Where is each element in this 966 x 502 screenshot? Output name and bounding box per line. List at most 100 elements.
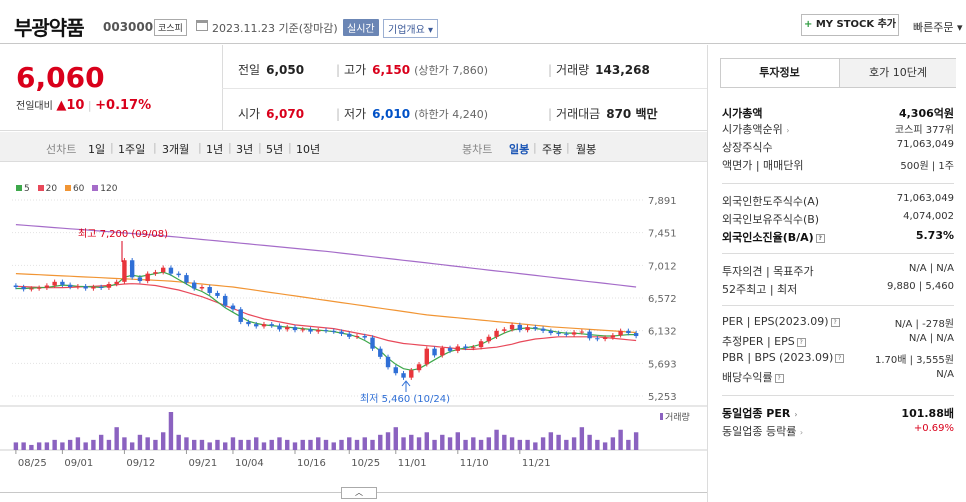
period-daily[interactable]: 일봉 xyxy=(509,143,530,156)
candle-body xyxy=(509,324,515,330)
price-change: 전일대비 ▲10 | +0.17% xyxy=(16,97,151,113)
help-icon[interactable]: ? xyxy=(835,353,845,363)
x-tick-label: 11/21 xyxy=(522,458,551,469)
volume-bar xyxy=(44,442,50,450)
volume-bar xyxy=(424,432,429,450)
legend-ma120: 120 xyxy=(92,184,117,194)
x-tick-label: 11/10 xyxy=(460,458,489,469)
volume-bar xyxy=(502,434,507,450)
volume-bar xyxy=(323,439,329,450)
volume-bar xyxy=(60,442,65,450)
volume-bar xyxy=(285,439,290,450)
candle-body xyxy=(595,338,600,340)
candle-body xyxy=(168,267,174,274)
volume-bar xyxy=(595,439,600,450)
candle-chart-tab[interactable]: 봉차트 xyxy=(462,143,493,156)
cap-rank-row[interactable]: 시가총액순위 › 코스피 377위 xyxy=(722,123,954,136)
quote-panel: 6,060 전일대비 ▲10 | +0.17% 전일 6,050 | 고가 6,150… xyxy=(0,45,707,131)
chevron-right-icon: › xyxy=(794,410,798,419)
period-5y[interactable]: 5년 xyxy=(266,143,284,156)
candle-body xyxy=(409,370,414,378)
divider xyxy=(722,305,954,306)
help-icon[interactable]: ? xyxy=(815,233,825,243)
realtime-button[interactable]: 실시간 xyxy=(343,19,379,36)
period-3m[interactable]: 3개월 xyxy=(162,143,190,156)
candle-body xyxy=(199,287,205,289)
candle-body xyxy=(517,324,523,331)
volume-bar xyxy=(29,444,34,450)
period-1y[interactable]: 1년 xyxy=(206,143,224,156)
volume-bar xyxy=(277,437,282,450)
chevron-right-icon: › xyxy=(786,126,790,135)
ma60-line xyxy=(15,273,637,334)
sector-rate-row[interactable]: 동일업종 등락률 › +0.69% xyxy=(722,423,954,438)
info-tabs: 투자정보 호가 10단계 xyxy=(720,58,956,88)
candle-body xyxy=(626,330,631,334)
volume-bar xyxy=(98,434,104,450)
volume-bar xyxy=(292,442,298,450)
add-mystock-button[interactable]: + MY STOCK 추가 xyxy=(801,14,899,36)
tab-investment-info[interactable]: 투자정보 xyxy=(721,59,838,87)
par-row: 액면가 | 매매단위 500원 | 1주 xyxy=(722,159,954,172)
volume-bar xyxy=(75,437,81,450)
volume-bar xyxy=(540,437,546,450)
candle-body xyxy=(122,260,127,282)
ma-legend: 5 20 60 120 xyxy=(16,184,122,194)
x-tick-label: 10/04 xyxy=(235,458,264,469)
volume-bar xyxy=(409,434,414,450)
investment-info-panel: 투자정보 호가 10단계 시가총액 4,306억원 시가총액순위 › 코스피 377… xyxy=(707,45,966,502)
line-chart-tab[interactable]: 선차트 xyxy=(46,143,77,156)
candle-body xyxy=(440,347,445,356)
y-tick-label: 5,253 xyxy=(648,392,677,403)
high-annotation: 최고 7,200 (09/08) xyxy=(78,228,168,240)
divider xyxy=(722,395,954,396)
volume-bar xyxy=(385,432,391,450)
stock-chart[interactable]: 7,891 7,451 7,012 6,572 6,132 5,693 5,253 거래량 08… xyxy=(0,170,707,470)
candle-body xyxy=(331,330,336,332)
volume: | 거래량 143,268 xyxy=(548,63,650,77)
legend-swatch xyxy=(92,185,99,191)
candle-body xyxy=(98,287,104,289)
candle-body xyxy=(223,295,228,306)
period-3y[interactable]: 3년 xyxy=(236,143,254,156)
y-tick-label: 6,132 xyxy=(648,327,677,338)
period-monthly[interactable]: 월봉 xyxy=(576,143,597,156)
period-10y[interactable]: 10년 xyxy=(296,143,321,156)
pbr-row: PBR | BPS (2023.09)? 1.70배 | 3,555원 xyxy=(722,351,954,366)
volume-label: 거래량 xyxy=(665,411,690,423)
foreign-limit-row: 외국인한도주식수(A) 71,063,049 xyxy=(722,193,954,208)
volume-bar xyxy=(587,434,592,450)
volume-bar xyxy=(447,437,453,450)
x-tick-label: 09/01 xyxy=(64,458,93,469)
period-1w[interactable]: 1주일 xyxy=(118,143,146,156)
volume-bar xyxy=(455,432,461,450)
legend-ma60: 60 xyxy=(64,184,84,194)
market-cap-row: 시가총액 4,306억원 xyxy=(722,107,954,120)
help-icon[interactable]: ? xyxy=(774,373,784,383)
period-1d[interactable]: 1일 xyxy=(88,143,106,156)
candle-body xyxy=(323,330,329,332)
legend-ma5: 5 xyxy=(16,184,30,194)
volume-bar xyxy=(269,439,274,450)
volume-bar xyxy=(129,442,135,450)
tab-order-book[interactable]: 호가 10단계 xyxy=(839,59,956,87)
volume-bar xyxy=(626,439,631,450)
add-mystock-label: MY STOCK 추가 xyxy=(812,19,897,30)
sector-per-row[interactable]: 동일업종 PER › 101.88배 xyxy=(722,407,954,420)
help-icon[interactable]: ? xyxy=(830,317,840,327)
help-icon[interactable]: ? xyxy=(796,337,806,347)
stock-code: 003000 xyxy=(103,20,154,34)
period-weekly[interactable]: 주봉 xyxy=(542,143,563,156)
volume-bar xyxy=(52,439,57,450)
candle-body xyxy=(556,333,561,335)
legend-ma20: 20 xyxy=(37,184,57,194)
prev-close: 전일 6,050 xyxy=(238,63,305,77)
collapse-button[interactable]: ︿ xyxy=(341,487,377,499)
candle-body xyxy=(230,305,236,310)
volume-bar xyxy=(114,427,119,450)
opinion-row: 투자의견 | 목표주가 N/A | N/A xyxy=(722,263,954,278)
volume-bar xyxy=(137,434,143,450)
volume-bar xyxy=(579,427,585,450)
quick-order-button[interactable]: 빠른주문 ▾ xyxy=(913,21,963,34)
company-overview-dropdown[interactable]: 기업개요 ▾ xyxy=(383,19,438,38)
